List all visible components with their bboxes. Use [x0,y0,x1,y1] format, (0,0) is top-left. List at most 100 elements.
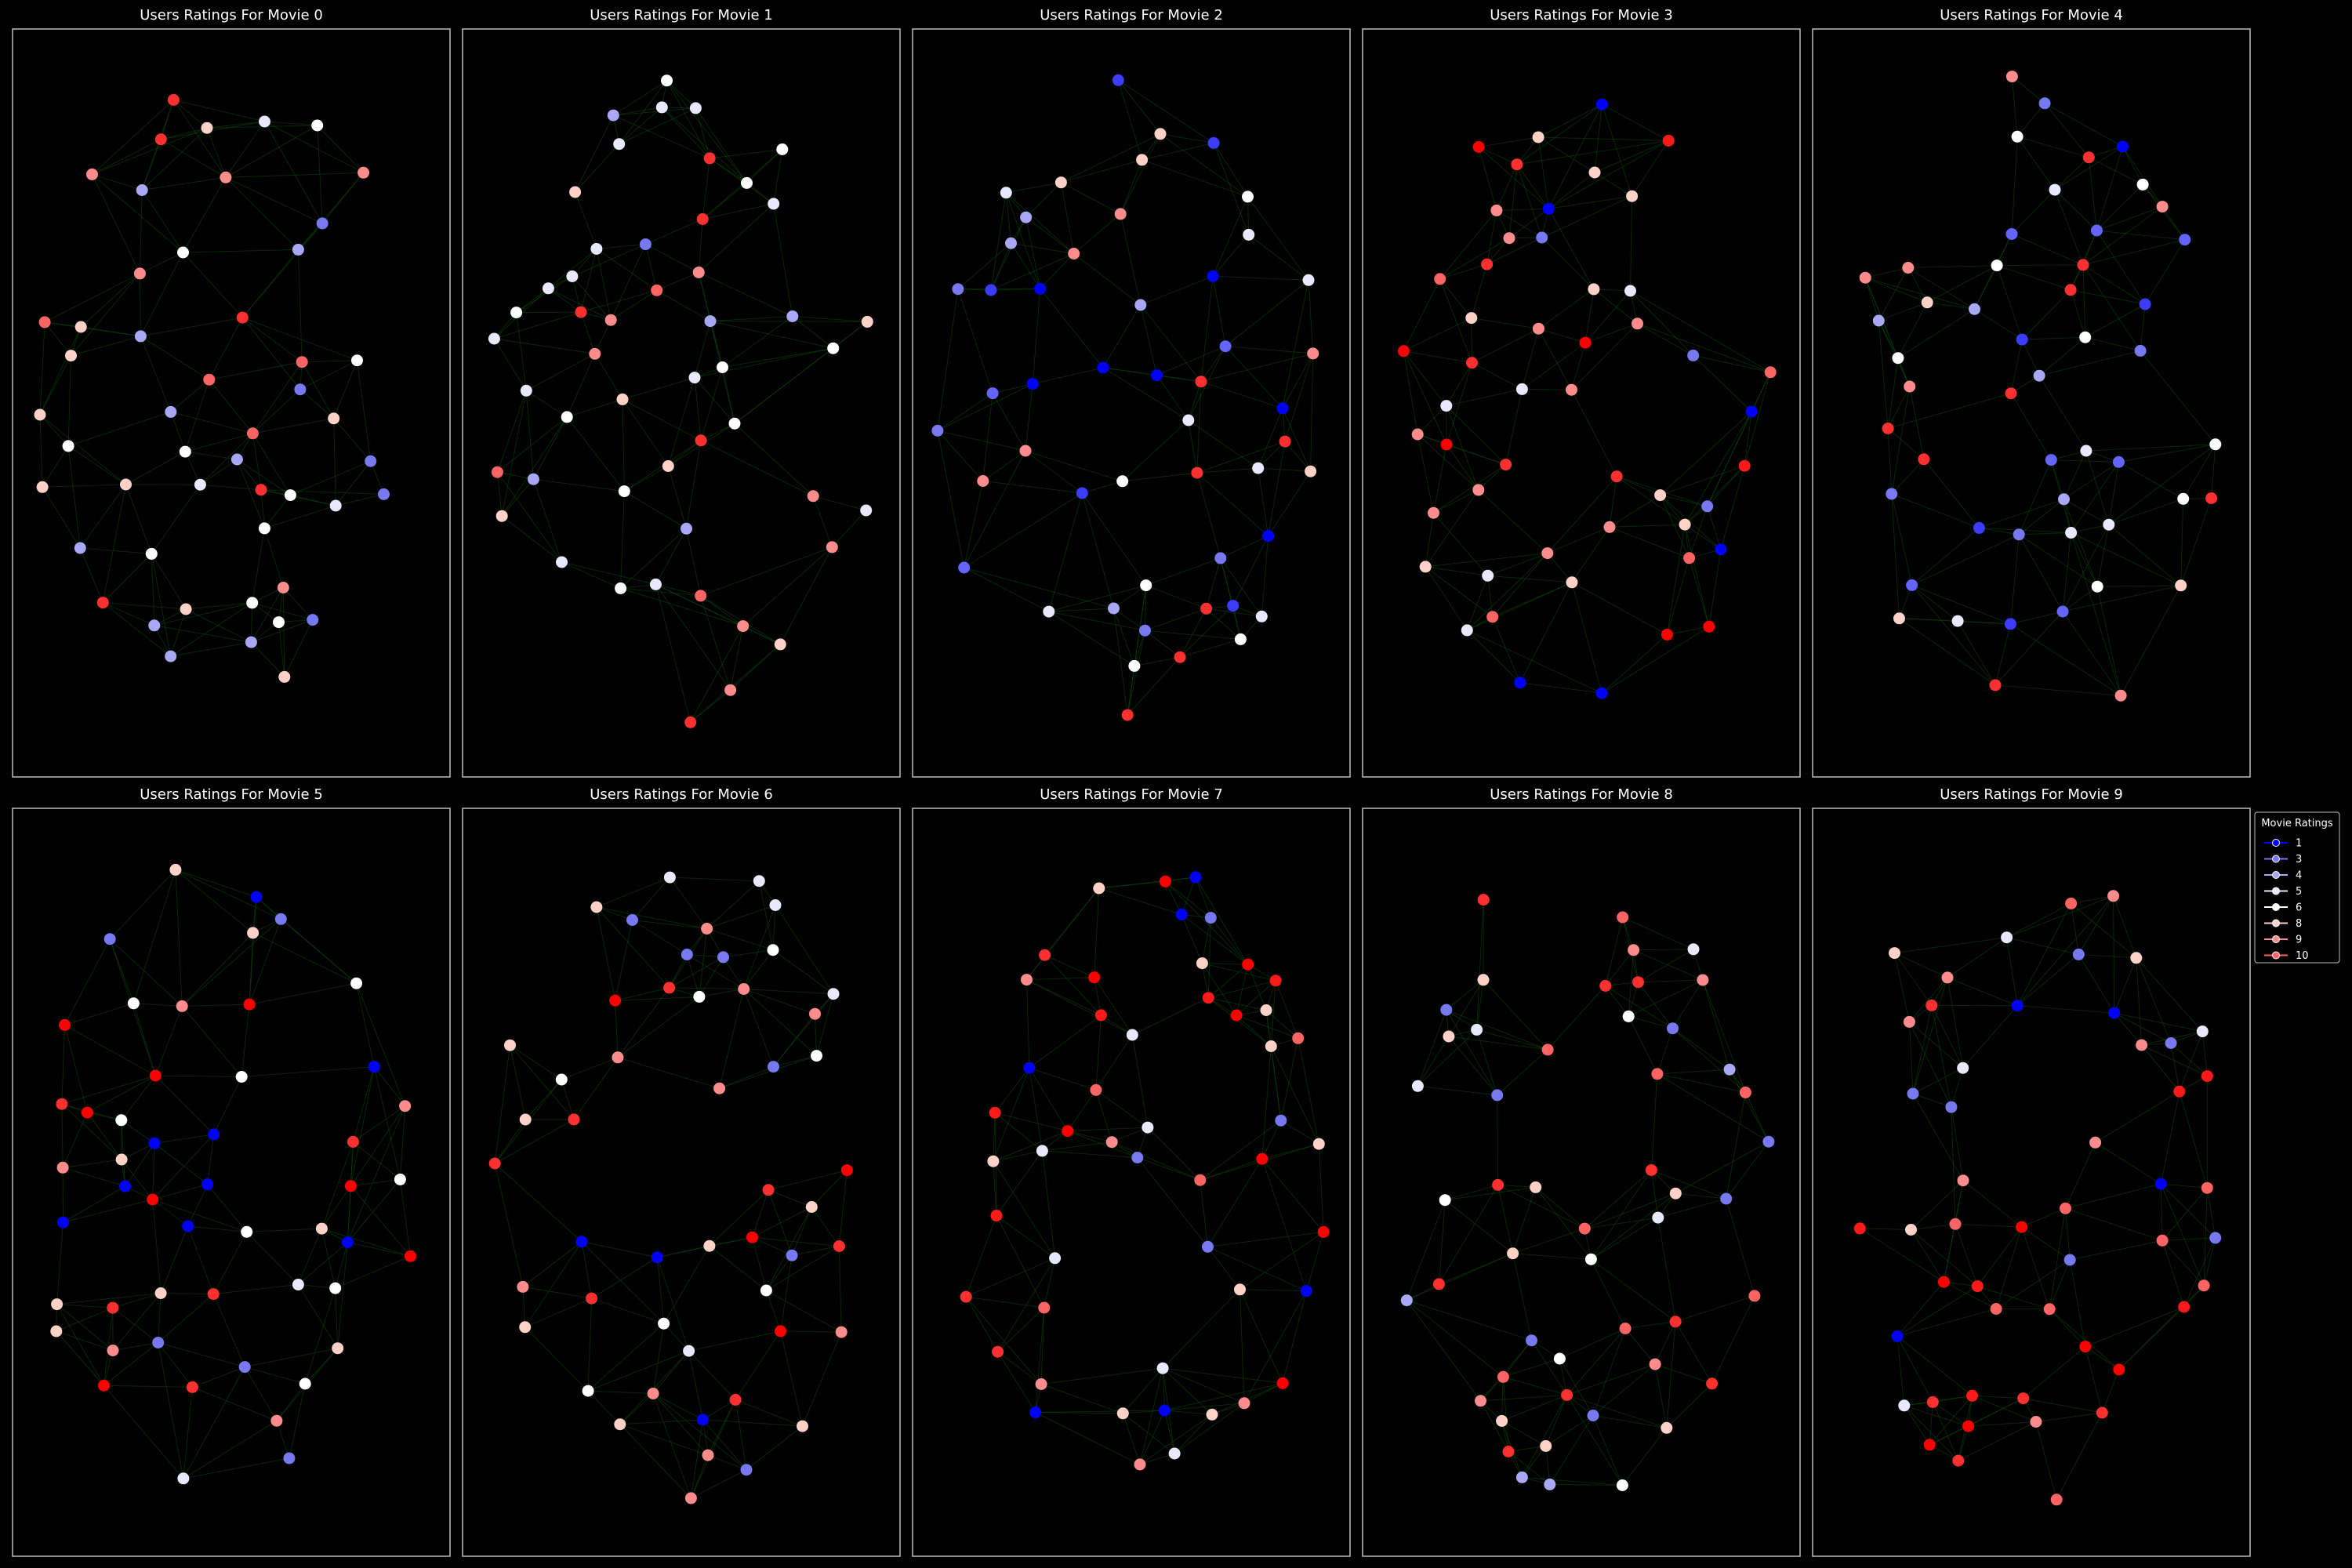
graph-edge [2082,264,2086,338]
graph-edge [1181,914,1203,964]
legend-entry: 10 [2264,950,2309,962]
graph-edge [1261,1046,1272,1160]
graph-edge [937,383,1033,431]
graph-edge [1955,1224,1978,1287]
graph-edge [1225,279,1309,347]
graph-edge [1908,1022,1952,1108]
user-node [394,1173,406,1185]
graph-edge [175,869,257,898]
graph-edge [2096,146,2123,231]
user-node [809,1007,821,1020]
graph-edge [1446,362,1472,445]
graph-edge [815,1014,817,1056]
graph-edge [212,1294,245,1367]
graph-edge [1584,323,1638,343]
graph-edge [1406,1253,1513,1301]
graph-edge [719,1055,817,1089]
graph-edge [1207,1231,1324,1247]
graph-edge [587,1390,621,1425]
graph-edge [990,243,1011,291]
user-node [1624,285,1636,297]
graph-edge [1220,557,1262,617]
user-node [1094,1009,1107,1022]
user-node [1536,231,1548,244]
edges [56,869,411,1479]
graph-edge [493,338,527,391]
graph-edge [67,445,81,549]
graph-edge [1650,1073,1658,1171]
panel-title: Users Ratings For Movie 8 [1490,786,1673,803]
graph-edge [1026,977,1094,981]
user-node [2089,1136,2102,1149]
graph-edge [1947,977,2018,1007]
graph-edge [2095,1091,2180,1143]
graph-edge [1406,1300,1481,1402]
graph-edge [1997,264,2084,267]
graph-edge [2069,1259,2086,1347]
graph-edge [594,319,612,354]
user-node [74,321,87,333]
user-node [658,1317,670,1330]
graph-edge [2085,1346,2120,1370]
graph-edge [282,587,314,620]
graph-edge [152,1143,155,1200]
graph-edge [1675,1321,1713,1385]
graph-edge [965,1215,997,1298]
graph-edge [1630,290,1771,373]
user-node [1397,345,1410,358]
graph-edge [289,1383,306,1459]
graph-edge [321,172,364,224]
user-node [1262,530,1275,543]
graph-edge [103,1385,184,1479]
graph-edge [1592,1415,1623,1486]
graph-edge [698,219,703,273]
graph-edge [154,1134,214,1144]
edges [494,877,848,1499]
graph-edge [652,1393,703,1421]
graph-edge [1425,513,1434,567]
user-node [1588,166,1601,179]
graph-edge [667,466,687,529]
graph-edge [2078,954,2115,1014]
user-node [1486,611,1499,623]
graph-edge [245,1367,306,1385]
graph-edge [1726,1092,1746,1200]
graph-edge [112,1342,158,1351]
graph-edge [1095,1034,1133,1091]
user-node [1202,1240,1214,1253]
graph-edge [1907,265,1998,268]
graph-edge [1025,450,1123,482]
panel-2: Users Ratings For Movie 2 [912,7,1351,778]
graph-edge [1891,386,1911,495]
user-node [1579,336,1592,349]
legend-label: 9 [2296,935,2302,946]
user-node [786,310,799,322]
graph-edge [103,1350,114,1386]
graph-edge [572,244,646,277]
graph-edge [1545,1446,1551,1485]
graph-edge [1995,1226,2023,1309]
user-node [2013,528,2025,541]
user-node [1154,128,1167,140]
graph-edge [2101,1369,2120,1414]
user-node [2016,333,2028,346]
graph-edge [1660,495,1690,559]
graph-edge [44,321,71,356]
graph-edge [1466,553,1548,631]
graph-edge [2078,953,2136,959]
graph-edge [1667,557,1690,635]
user-node [1134,299,1147,311]
graph-edge [1142,142,1214,161]
graph-edge [1933,1395,1973,1403]
graph-edge [1094,887,1100,978]
user-node [1432,1278,1445,1290]
user-node [1540,1439,1552,1452]
legend-label: 8 [2296,918,2302,930]
graph-edge [2018,459,2052,535]
graph-edge [1904,1405,1930,1446]
user-node [283,1452,296,1465]
user-node [1715,543,1727,556]
user-node [2063,1254,2076,1266]
user-node [827,988,840,1000]
graph-edge [1684,411,1752,525]
